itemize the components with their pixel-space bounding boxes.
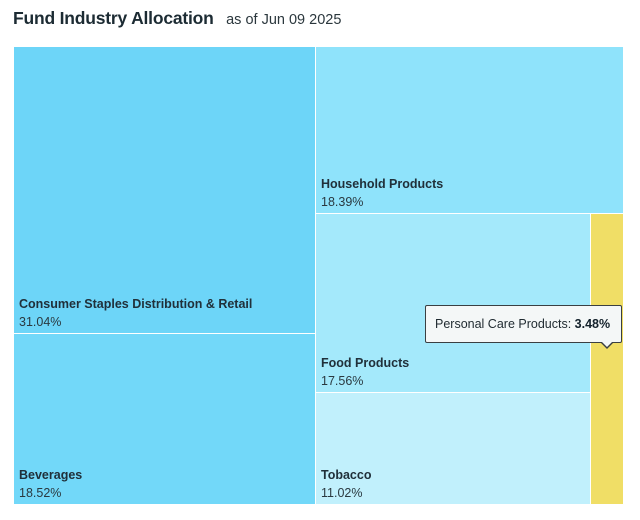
tile-value: 17.56% bbox=[321, 374, 364, 388]
tile-value: 31.04% bbox=[19, 315, 62, 329]
chart-header: Fund Industry Allocation as of Jun 09 20… bbox=[13, 8, 341, 29]
as-of-date: as of Jun 09 2025 bbox=[226, 12, 342, 28]
tile-label: Food Products 17.56% bbox=[321, 354, 409, 390]
tile-name: Beverages bbox=[19, 468, 83, 482]
tile-household-products[interactable]: Household Products 18.39% bbox=[316, 47, 624, 214]
tile-value: 18.52% bbox=[19, 486, 62, 500]
tooltip-value: 3.48% bbox=[574, 317, 611, 331]
tile-label: Household Products 18.39% bbox=[321, 175, 443, 211]
tile-personal-care-products[interactable] bbox=[591, 214, 624, 505]
tile-name: Food Products bbox=[321, 356, 410, 370]
tile-label: Consumer Staples Distribution & Retail 31… bbox=[19, 295, 252, 331]
chart-title: Fund Industry Allocation bbox=[13, 8, 214, 28]
tile-name: Household Products bbox=[321, 177, 444, 191]
tile-food-products[interactable]: Food Products 17.56% bbox=[316, 214, 591, 393]
tile-label: Tobacco 11.02% bbox=[321, 466, 371, 502]
tile-tobacco[interactable]: Tobacco 11.02% bbox=[316, 393, 591, 505]
tile-label: Beverages 18.52% bbox=[19, 466, 82, 502]
tooltip-label: Personal Care Products: bbox=[435, 317, 572, 331]
tile-name: Consumer Staples Distribution & Retail bbox=[19, 297, 253, 311]
tile-consumer-staples-distribution-and-retail[interactable]: Consumer Staples Distribution & Retail 31… bbox=[14, 47, 316, 334]
tile-beverages[interactable]: Beverages 18.52% bbox=[14, 334, 316, 505]
hover-tooltip: Personal Care Products: 3.48% bbox=[425, 305, 622, 349]
tile-name: Tobacco bbox=[321, 468, 372, 482]
tile-value: 18.39% bbox=[321, 195, 364, 209]
tile-value: 11.02% bbox=[321, 486, 363, 500]
